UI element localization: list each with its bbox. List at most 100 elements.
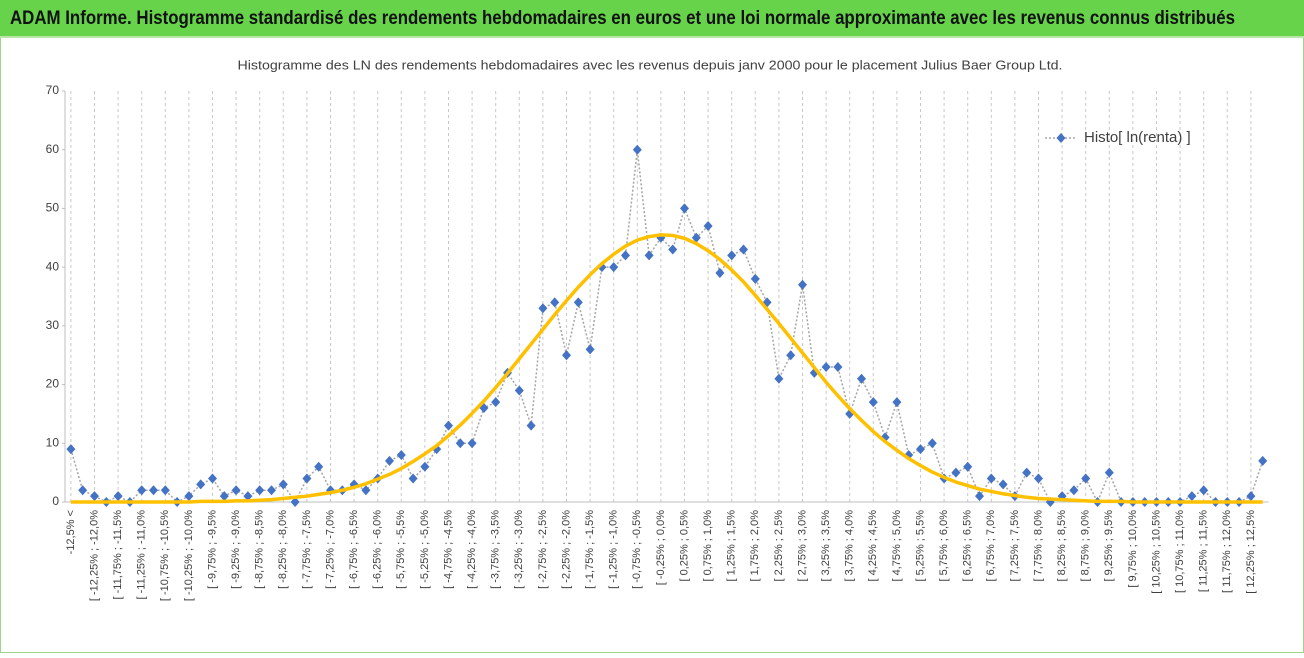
x-tick-label: [ -4,75% ; -4,5% <box>442 510 454 589</box>
x-tick-label: [ 9,75% ; 10,0% <box>1127 510 1139 588</box>
x-tick-label: [ 1,75% ; 2,0% <box>749 510 761 582</box>
x-tick-label: [ 11,75% ; 12,0% <box>1221 510 1233 593</box>
marker <box>90 491 99 502</box>
marker <box>562 350 571 361</box>
y-tick-label: 70 <box>46 83 60 97</box>
y-tick-label: 40 <box>46 259 60 273</box>
x-tick-label: [ 11,25% ; 11,5% <box>1198 510 1210 592</box>
y-tick-label: 60 <box>46 142 60 156</box>
x-tick-label: [ -4,25% ; -4,0% <box>466 510 478 589</box>
marker <box>609 262 619 273</box>
x-tick-label: [ 10,25% ; 10,5% <box>1150 510 1162 594</box>
x-tick-label: [ -7,75% ; -7,5% <box>301 510 313 589</box>
marker <box>444 420 453 431</box>
marker <box>149 485 158 496</box>
x-tick-label: [ -10,25% ; -10,0% <box>183 510 195 601</box>
x-tick-label: [ -8,25% ; -8,0% <box>277 510 289 589</box>
marker <box>1069 485 1079 496</box>
y-tick-label: 20 <box>46 377 60 391</box>
marker <box>927 438 937 449</box>
x-tick-label: [ -6,75% ; -6,5% <box>348 510 360 589</box>
x-tick-label: [ 5,25% ; 5,5% <box>914 510 926 582</box>
x-tick-label: [ -11,75% ; -11,5% <box>112 510 124 600</box>
x-tick-label: [ 0,75% ; 1,0% <box>702 510 714 582</box>
marker <box>951 467 961 478</box>
x-tick-label: [ -9,75% ; -9,5% <box>206 510 218 589</box>
marker <box>727 250 737 261</box>
marker <box>278 479 288 490</box>
x-tick-label: [ 7,25% ; 7,5% <box>1009 510 1021 582</box>
marker <box>267 485 276 496</box>
marker <box>455 438 465 449</box>
marker <box>857 373 866 384</box>
marker <box>703 221 713 232</box>
marker <box>196 479 206 490</box>
marker <box>739 244 748 255</box>
marker <box>396 450 406 461</box>
x-tick-label: [ 1,25% ; 1,5% <box>726 510 738 582</box>
marker <box>986 473 996 484</box>
marker <box>821 361 831 372</box>
x-tick-label: [ 12,25% ; 12,5% <box>1245 510 1257 594</box>
x-tick-label: [ -1,25% ; -1,0% <box>608 510 620 589</box>
marker <box>1104 467 1114 478</box>
x-tick-label: [ 4,75% ; 5,0% <box>891 510 903 582</box>
marker <box>621 250 630 261</box>
y-tick-label: 50 <box>46 201 60 215</box>
x-tick-label: [ 8,75% ; 9,0% <box>1080 510 1092 582</box>
y-tick-label: 30 <box>46 318 60 332</box>
normal-curve <box>70 233 1263 504</box>
marker <box>892 397 902 408</box>
x-tick-label: [ -2,25% ; -2,0% <box>560 510 572 589</box>
marker <box>66 444 76 455</box>
x-tick-label: [ -0,75% ; -0,5% <box>631 510 643 589</box>
marker <box>1199 485 1209 496</box>
marker <box>668 244 678 255</box>
marker <box>255 485 265 496</box>
x-tick-label: [ 2,75% ; 3,0% <box>796 510 808 582</box>
marker <box>1034 473 1043 484</box>
x-tick-label: [ -1,75% ; -1,5% <box>584 510 596 589</box>
x-tick-label: [ -10,75% ; -10,5% <box>159 510 171 601</box>
x-tick-label: [ 0,25% ; 0,5% <box>678 510 690 582</box>
legend-label: Histo[ ln(renta) ] <box>1084 129 1191 146</box>
x-tick-label: [ 10,75% ; 11,0% <box>1174 510 1186 593</box>
marker <box>644 250 654 261</box>
marker <box>514 385 524 396</box>
x-tick-label: [ -5,25% ; -5,0% <box>419 510 431 589</box>
x-tick-label: [ -3,75% ; -3,5% <box>490 510 502 589</box>
x-tick-label: -12,5% < <box>65 510 77 554</box>
marker <box>916 444 925 455</box>
marker <box>113 491 123 502</box>
marker <box>491 397 501 408</box>
marker <box>963 461 973 472</box>
marker <box>231 485 241 496</box>
x-tick-label: [ 7,75% ; 8,0% <box>1032 510 1044 582</box>
x-tick-label: [ -7,25% ; -7,0% <box>324 510 336 589</box>
marker <box>774 373 784 384</box>
header-title: ADAM Informe. Histogramme standardisé de… <box>10 8 1235 29</box>
marker <box>550 297 560 308</box>
marker <box>78 485 88 496</box>
x-tick-label: [ 9,25% ; 9,5% <box>1103 510 1115 582</box>
legend-marker <box>1056 133 1066 143</box>
x-tick-label: [ 5,75% ; 6,0% <box>938 510 950 582</box>
x-tick-label: [ -8,75% ; -8,5% <box>254 510 266 589</box>
x-tick-label: [ -2,75% ; -2,5% <box>537 510 549 589</box>
x-tick-label: [ 6,25% ; 6,5% <box>962 510 974 582</box>
marker <box>1187 491 1197 502</box>
marker <box>160 485 170 496</box>
x-tick-label: [ -11,25% ; -11,0% <box>136 510 148 600</box>
y-tick-label: 10 <box>46 435 60 449</box>
x-tick-label: [ 3,25% ; 3,5% <box>820 510 832 582</box>
marker <box>1246 491 1256 502</box>
x-tick-label: [ 3,75% ; 4,0% <box>844 510 856 582</box>
marker <box>1258 455 1268 466</box>
marker <box>750 273 760 284</box>
marker <box>290 497 300 507</box>
x-tick-label: [ -6,25% ; -6,0% <box>372 510 384 589</box>
marker <box>868 397 878 408</box>
marker <box>467 438 477 449</box>
marker <box>798 279 807 290</box>
marker <box>975 491 984 502</box>
